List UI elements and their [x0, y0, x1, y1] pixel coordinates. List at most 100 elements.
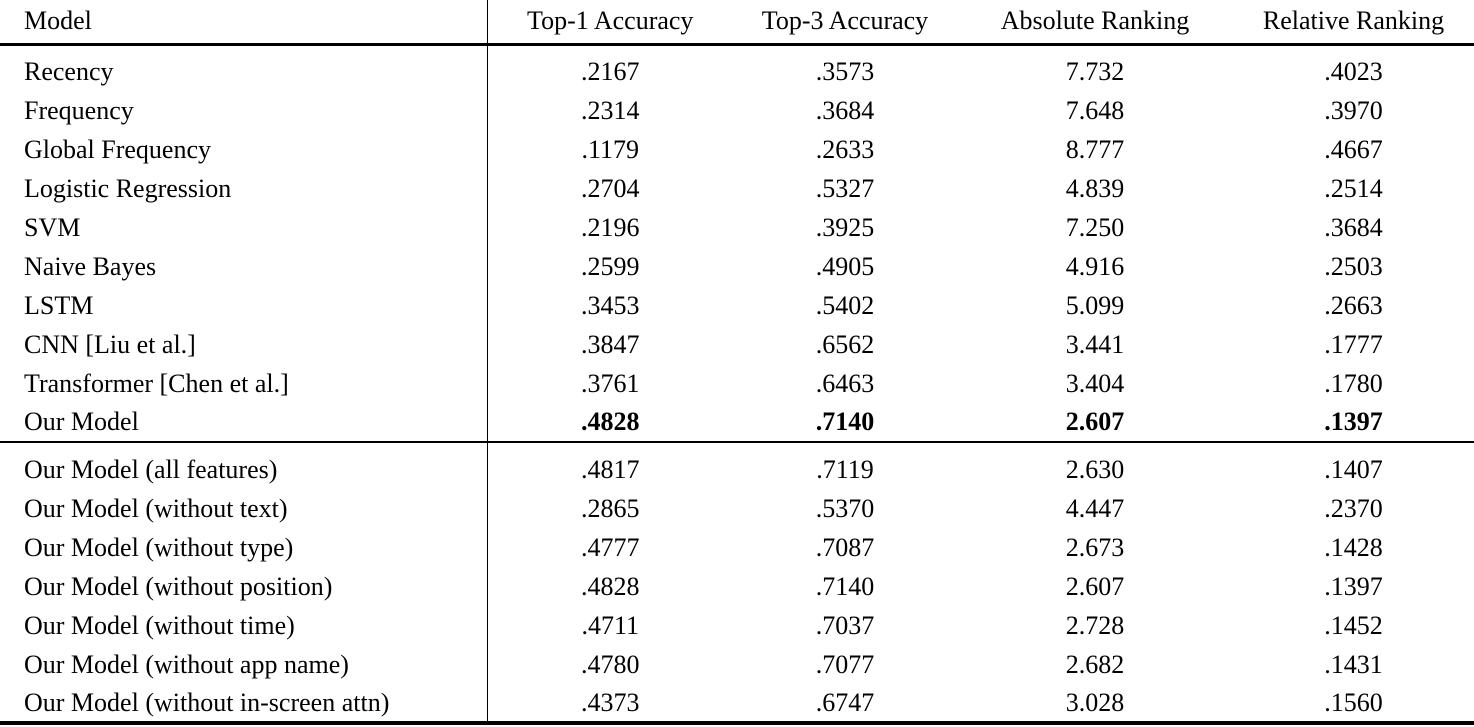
table-row: Our Model .4828 .7140 2.607 .1397 — [0, 403, 1474, 442]
metric-value-cell: .4817 — [581, 454, 640, 484]
table-row: Global Frequency .1179 .2633 8.777 .4667 — [0, 130, 1474, 169]
metric-value-cell: .1780 — [1324, 368, 1383, 398]
model-name-cell: Recency — [0, 52, 488, 91]
table-row: SVM .2196 .3925 7.250 .3684 — [0, 208, 1474, 247]
metric-value-cell: .4667 — [1324, 134, 1383, 164]
metric-value-cell: 2.630 — [1065, 454, 1125, 484]
metric-value-cell: .2633 — [815, 134, 875, 164]
metric-value-cell: .6463 — [815, 368, 875, 398]
metric-value-cell: .1560 — [1324, 687, 1383, 717]
metric-value-cell: .3453 — [581, 290, 640, 320]
metric-value-cell: 7.732 — [1065, 56, 1125, 86]
metric-value-cell: .3573 — [815, 56, 875, 86]
table-row: Our Model (without app name) .4780 .7077 2.… — [0, 645, 1474, 684]
metric-value-cell: .3925 — [815, 212, 875, 242]
metric-value-cell: 3.028 — [1065, 687, 1125, 717]
model-name-cell: Our Model (without in-screen attn) — [0, 684, 488, 723]
model-name-cell: Transformer [Chen et al.] — [0, 364, 488, 403]
metric-value-cell: .4777 — [581, 532, 640, 562]
table-row: Our Model (without text) .2865 .5370 4.447.… — [0, 489, 1474, 528]
model-name-cell: Our Model (without app name) — [0, 645, 488, 684]
metric-value-cell: .2865 — [581, 493, 640, 523]
metric-value-cell: .2314 — [581, 95, 640, 125]
column-header-relative-ranking: Relative Ranking — [1233, 0, 1474, 46]
table-row: Our Model (without time) .4711 .7037 2.728.… — [0, 606, 1474, 645]
metric-value-cell: .1397 — [1324, 571, 1383, 601]
metric-value-cell: 8.777 — [1065, 134, 1125, 164]
column-header-top3-accuracy: Top-3 Accuracy — [733, 0, 957, 46]
model-name-cell: Frequency — [0, 91, 488, 130]
table-row: Our Model (without in-screen attn) .4373.… — [0, 684, 1474, 723]
header-row: Model Top-1 Accuracy Top-3 Accuracy Abso… — [0, 0, 1474, 46]
metric-value-cell: 2.607 — [1065, 407, 1125, 436]
metric-value-cell: .1407 — [1324, 454, 1383, 484]
metric-value-cell: .4828 — [581, 571, 640, 601]
metric-value-cell: .1777 — [1324, 329, 1383, 359]
metric-value-cell: .1179 — [581, 134, 640, 164]
metric-value-cell: 5.099 — [1065, 290, 1125, 320]
baselines-section: Recency .2167 .3573 7.732 .4023 Frequency .231… — [0, 44, 1474, 442]
metric-value-cell: .4780 — [581, 649, 640, 679]
column-header-absolute-ranking: Absolute Ranking — [957, 0, 1233, 46]
metric-value-cell: .2196 — [581, 212, 640, 242]
table-row: Logistic Regression .2704 .5327 4.839 .2514 — [0, 169, 1474, 208]
metric-value-cell: .5402 — [815, 290, 875, 320]
ablation-section: Our Model (all features) .4817 .7119 2.630.… — [0, 442, 1474, 723]
section-spacer — [0, 44, 1474, 52]
model-name-cell: Our Model (without time) — [0, 606, 488, 645]
metric-value-cell: .2514 — [1324, 173, 1383, 203]
table-row: LSTM .3453 .5402 5.099 .2663 — [0, 286, 1474, 325]
metric-value-cell: .6747 — [815, 687, 875, 717]
metric-value-cell: 4.839 — [1065, 173, 1125, 203]
metric-value-cell: .1397 — [1324, 407, 1383, 436]
table-row: Transformer [Chen et al.] .3761 .6463 3.404… — [0, 364, 1474, 403]
metric-value-cell: .2599 — [581, 251, 640, 281]
metric-value-cell: 2.682 — [1065, 649, 1125, 679]
table-row: Our Model (all features) .4817 .7119 2.630.… — [0, 450, 1474, 489]
metric-value-cell: 4.916 — [1065, 251, 1125, 281]
metric-value-cell: .3684 — [1324, 212, 1383, 242]
metric-value-cell: .3684 — [815, 95, 875, 125]
metric-value-cell: .6562 — [815, 329, 875, 359]
column-header-top1-accuracy: Top-1 Accuracy — [487, 0, 733, 46]
column-header-model: Model — [0, 0, 488, 46]
model-name-cell: Our Model (without type) — [0, 528, 488, 567]
model-name-cell: CNN [Liu et al.] — [0, 325, 488, 364]
model-name-cell: Our Model (all features) — [0, 450, 488, 489]
table-row: Frequency .2314 .3684 7.648 .3970 — [0, 91, 1474, 130]
metric-value-cell: 7.250 — [1065, 212, 1125, 242]
model-name-cell: SVM — [0, 208, 488, 247]
metric-value-cell: .7077 — [815, 649, 875, 679]
metric-value-cell: .7087 — [815, 532, 875, 562]
metric-value-cell: 3.441 — [1065, 329, 1125, 359]
metric-value-cell: .4373 — [581, 687, 640, 717]
metric-value-cell: .7119 — [816, 454, 874, 484]
metric-value-cell: 2.728 — [1065, 610, 1125, 640]
metric-value-cell: .5370 — [815, 493, 875, 523]
metric-value-cell: .1428 — [1324, 532, 1383, 562]
metric-value-cell: .1431 — [1324, 649, 1383, 679]
model-name-cell: Global Frequency — [0, 130, 488, 169]
metric-value-cell: .7140 — [815, 407, 875, 436]
model-name-cell: Our Model — [0, 403, 488, 442]
metric-value-cell: .4711 — [581, 610, 640, 640]
model-name-cell: LSTM — [0, 286, 488, 325]
table-row: Recency .2167 .3573 7.732 .4023 — [0, 52, 1474, 91]
table-header: Model Top-1 Accuracy Top-3 Accuracy Abso… — [0, 0, 1474, 46]
metric-value-cell: .2663 — [1324, 290, 1383, 320]
metric-value-cell: 2.673 — [1065, 532, 1125, 562]
metric-value-cell: 2.607 — [1065, 571, 1125, 601]
section-spacer — [0, 442, 1474, 450]
metric-value-cell: .5327 — [815, 173, 875, 203]
metric-value-cell: .3761 — [581, 368, 640, 398]
model-name-cell: Naive Bayes — [0, 247, 488, 286]
table-row: Naive Bayes .2599 .4905 4.916 .2503 — [0, 247, 1474, 286]
metric-value-cell: .7037 — [815, 610, 875, 640]
metric-value-cell: 4.447 — [1065, 493, 1125, 523]
metric-value-cell: .2167 — [581, 56, 640, 86]
metric-value-cell: 7.648 — [1065, 95, 1125, 125]
table-row: CNN [Liu et al.] .3847 .6562 3.441 .1777 — [0, 325, 1474, 364]
metric-value-cell: 3.404 — [1065, 368, 1125, 398]
metric-value-cell: .4023 — [1324, 56, 1383, 86]
